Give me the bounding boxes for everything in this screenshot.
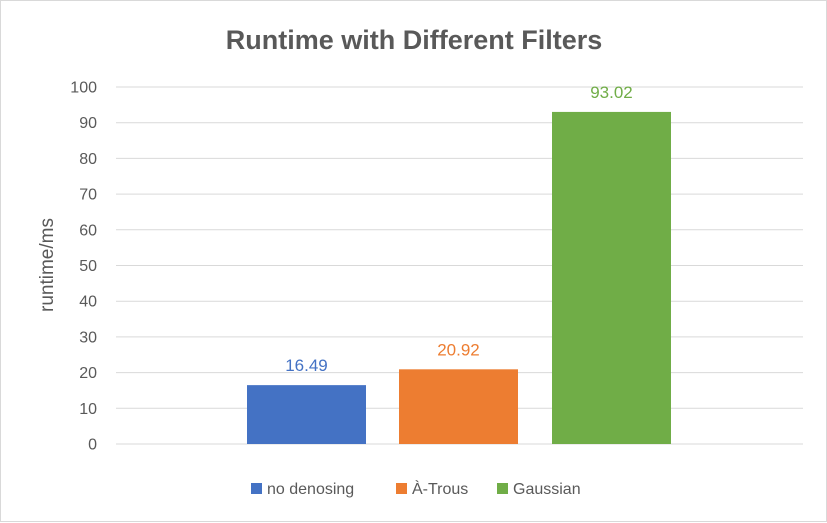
legend-swatch-3 (497, 483, 508, 494)
y-tick-label: 10 (79, 401, 97, 418)
legend-label-3: Gaussian (513, 481, 581, 498)
bar-3 (552, 111, 671, 444)
y-axis-label: runtime/ms (37, 218, 58, 312)
legend-label-2: À-Trous (412, 479, 468, 498)
bars (247, 111, 671, 444)
legend-swatch-2 (396, 483, 407, 494)
y-tick-label: 50 (79, 258, 97, 275)
y-tick-label: 60 (79, 222, 97, 239)
gridlines (116, 86, 803, 445)
bar-2 (399, 369, 518, 444)
y-tick-label: 80 (79, 151, 97, 168)
y-tick-label: 40 (79, 294, 97, 311)
y-tick-label: 20 (79, 365, 97, 382)
legend-label-1: no denosing (267, 481, 354, 498)
y-tick-label: 90 (79, 115, 97, 132)
data-labels: 16.49 20.92 93.02 (285, 83, 633, 375)
y-tick-label: 100 (70, 80, 97, 97)
chart-title: Runtime with Different Filters (226, 25, 603, 55)
legend-swatch-1 (251, 483, 262, 494)
y-tick-label: 30 (79, 329, 97, 346)
y-axis-ticks: 0 10 20 30 40 50 60 70 80 90 100 (70, 80, 97, 454)
y-tick-label: 70 (79, 187, 97, 204)
y-tick-label: 0 (88, 437, 97, 454)
data-label-1: 16.49 (285, 356, 328, 375)
data-label-3: 93.02 (590, 83, 633, 102)
bar-1 (247, 385, 366, 444)
legend: no denosing À-Trous Gaussian (251, 479, 581, 498)
data-label-2: 20.92 (437, 340, 480, 359)
